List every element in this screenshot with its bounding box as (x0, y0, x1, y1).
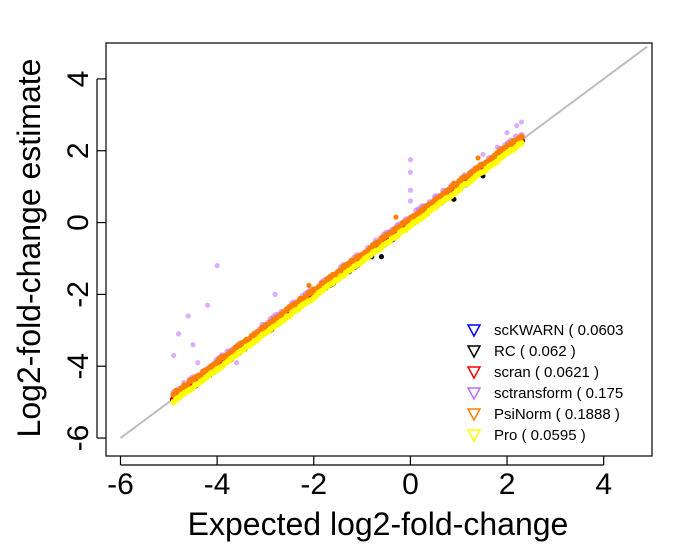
outlier-point (407, 169, 414, 175)
legend: scKWARN ( 0.0603 RC ( 0.062 ) scran ( 0.06… (466, 322, 624, 444)
y-tick-label: 0 (62, 214, 95, 231)
series-4 (170, 133, 525, 398)
outlier-point (185, 313, 191, 319)
x-tick-label: -4 (204, 468, 231, 501)
series-5 (170, 139, 525, 406)
x-tick-label: -2 (300, 468, 327, 501)
outlier-point (451, 180, 457, 186)
legend-label: scran ( 0.0621 ) (494, 364, 599, 381)
x-axis-title: Expected log2-fold-change (188, 506, 569, 542)
outlier-point (190, 342, 196, 348)
outlier-point (393, 214, 399, 220)
y-tick-label: -6 (62, 425, 95, 452)
outlier-point (514, 123, 520, 129)
legend-label: Pro ( 0.0595 ) (494, 427, 586, 444)
outlier-point (475, 155, 481, 161)
y-tick-label: -2 (62, 281, 95, 308)
outlier-point (504, 130, 510, 136)
outlier-point (306, 282, 312, 289)
legend-marker-icon (466, 345, 482, 359)
outlier-point (407, 187, 414, 193)
legend-marker-icon (466, 429, 482, 443)
outlier-point (214, 263, 220, 269)
legend-marker-icon (466, 324, 482, 338)
outlier-point (480, 151, 486, 157)
legend-label: sctransform ( 0.175 (494, 385, 623, 402)
axes-layer: -6 -4 -2 0 2 4 -6 -4 -2 0 2 4 (62, 42, 653, 501)
x-tick-label: 0 (402, 468, 419, 501)
legend-label: RC ( 0.062 ) (494, 343, 576, 360)
points-layer (170, 119, 526, 406)
legend-label: PsiNorm ( 0.1888 ) (494, 406, 620, 423)
data-point (518, 133, 525, 140)
x-tick-label: 4 (595, 468, 612, 501)
legend-marker-icon (466, 366, 482, 380)
outlier-point (195, 360, 201, 366)
plot-frame (105, 42, 653, 457)
legend-label: scKWARN ( 0.0603 (494, 322, 624, 339)
y-axis-title: Log2-fold-change estimate (11, 59, 47, 438)
outlier-point (233, 360, 240, 366)
x-tick-label: 2 (499, 468, 516, 501)
y-tick-label: 4 (62, 71, 95, 88)
data-point (518, 139, 525, 147)
y-tick-label: -4 (62, 353, 95, 380)
legend-marker-icon (466, 408, 482, 422)
outlier-point (407, 157, 414, 163)
x-tick-label: -6 (107, 468, 134, 501)
outlier-point (171, 352, 177, 359)
outlier-point (518, 119, 525, 125)
outlier-point (407, 198, 414, 204)
outlier-point (378, 254, 385, 260)
outlier-point (204, 302, 211, 308)
outlier-point (175, 331, 182, 337)
y-tick-label: 2 (62, 142, 95, 159)
legend-marker-icon (466, 387, 482, 401)
outlier-point (272, 291, 278, 297)
